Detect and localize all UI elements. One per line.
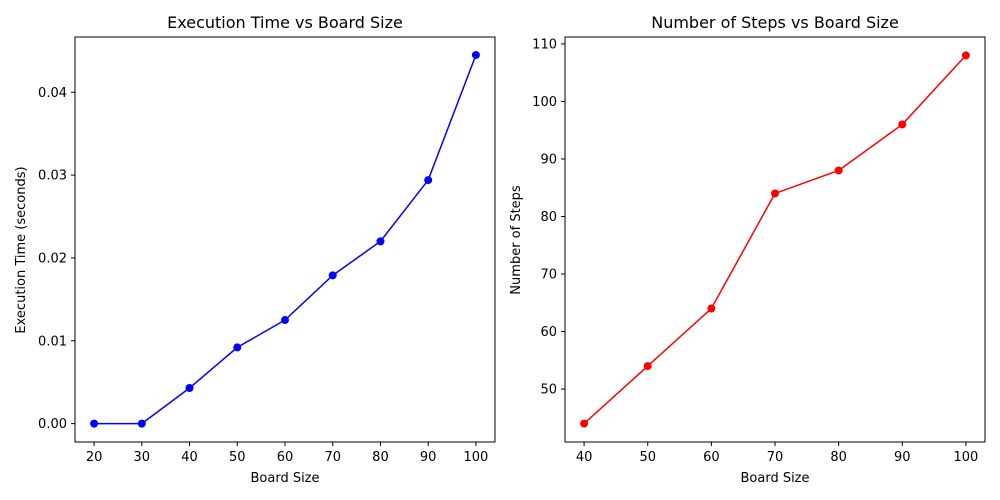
- x-tick-label: 50: [229, 450, 246, 465]
- data-point: [376, 237, 385, 246]
- data-point: [328, 271, 337, 280]
- y-tick-label: 80: [540, 210, 557, 225]
- y-tick-label: 0.03: [38, 169, 67, 184]
- data-point: [471, 50, 480, 59]
- data-point: [643, 362, 652, 371]
- y-tick-label: 90: [540, 152, 557, 167]
- axes-frame: [564, 36, 986, 443]
- data-point: [281, 316, 289, 325]
- x-tick-label: 40: [576, 450, 593, 465]
- data-point: [771, 189, 779, 198]
- y-tick-label: 100: [532, 95, 557, 110]
- y-tick-label: 0.04: [38, 86, 67, 101]
- x-axis-label: Board Size: [740, 471, 809, 486]
- data-point: [185, 383, 194, 392]
- y-tick-label: 60: [540, 325, 557, 340]
- y-tick-label: 0.01: [38, 334, 67, 349]
- data-point: [233, 343, 242, 352]
- series-line: [94, 54, 477, 425]
- plot-marks: [580, 51, 970, 428]
- y-tick-label: 0.00: [38, 417, 67, 432]
- data-point: [707, 304, 716, 313]
- x-tick-label: 60: [277, 450, 294, 465]
- data-point: [898, 120, 907, 129]
- plot-marks: [90, 50, 480, 428]
- x-tick-label: 90: [420, 450, 437, 465]
- data-point: [834, 166, 843, 175]
- data-point: [580, 419, 589, 428]
- x-tick-label: 100: [463, 450, 488, 465]
- x-tick-label: 80: [830, 450, 847, 465]
- x-axis-label: Board Size: [250, 471, 319, 486]
- y-axis-ticks: 50 60 70 80 90 100 110: [532, 37, 565, 398]
- x-tick-label: 40: [181, 450, 198, 465]
- y-axis-label: Execution Time (seconds): [14, 166, 29, 333]
- series-line: [583, 54, 967, 425]
- y-tick-label: 0.02: [38, 251, 67, 266]
- x-tick-label: 30: [134, 450, 151, 465]
- x-tick-label: 50: [639, 450, 656, 465]
- x-tick-label: 20: [86, 450, 103, 465]
- data-point: [424, 176, 433, 185]
- x-axis-ticks: 40 50 60 70 80 90 100: [576, 442, 978, 465]
- y-tick-label: 110: [532, 37, 557, 52]
- x-tick-label: 60: [703, 450, 720, 465]
- y-tick-label: 50: [540, 383, 557, 398]
- x-tick-label: 70: [767, 450, 784, 465]
- data-point: [90, 419, 99, 428]
- data-point: [961, 51, 970, 60]
- y-tick-label: 70: [540, 268, 557, 283]
- y-axis-ticks: 0.00 0.01 0.02 0.03 0.04: [38, 86, 75, 432]
- number-of-steps-chart: Number of Steps vs Board Size Board Size…: [509, 13, 986, 486]
- axes-frame: [74, 36, 496, 443]
- x-axis-ticks: 20 30 40 50 60 70 80 90 100: [86, 442, 488, 465]
- data-point: [137, 419, 146, 428]
- x-tick-label: 80: [372, 450, 389, 465]
- chart-title: Execution Time vs Board Size: [167, 13, 403, 32]
- x-tick-label: 70: [324, 450, 341, 465]
- x-tick-label: 100: [953, 450, 978, 465]
- chart-title: Number of Steps vs Board Size: [651, 13, 899, 32]
- x-tick-label: 90: [894, 450, 911, 465]
- y-axis-label: Number of Steps: [509, 185, 524, 295]
- execution-time-chart: Execution Time vs Board Size Board Size …: [14, 13, 496, 486]
